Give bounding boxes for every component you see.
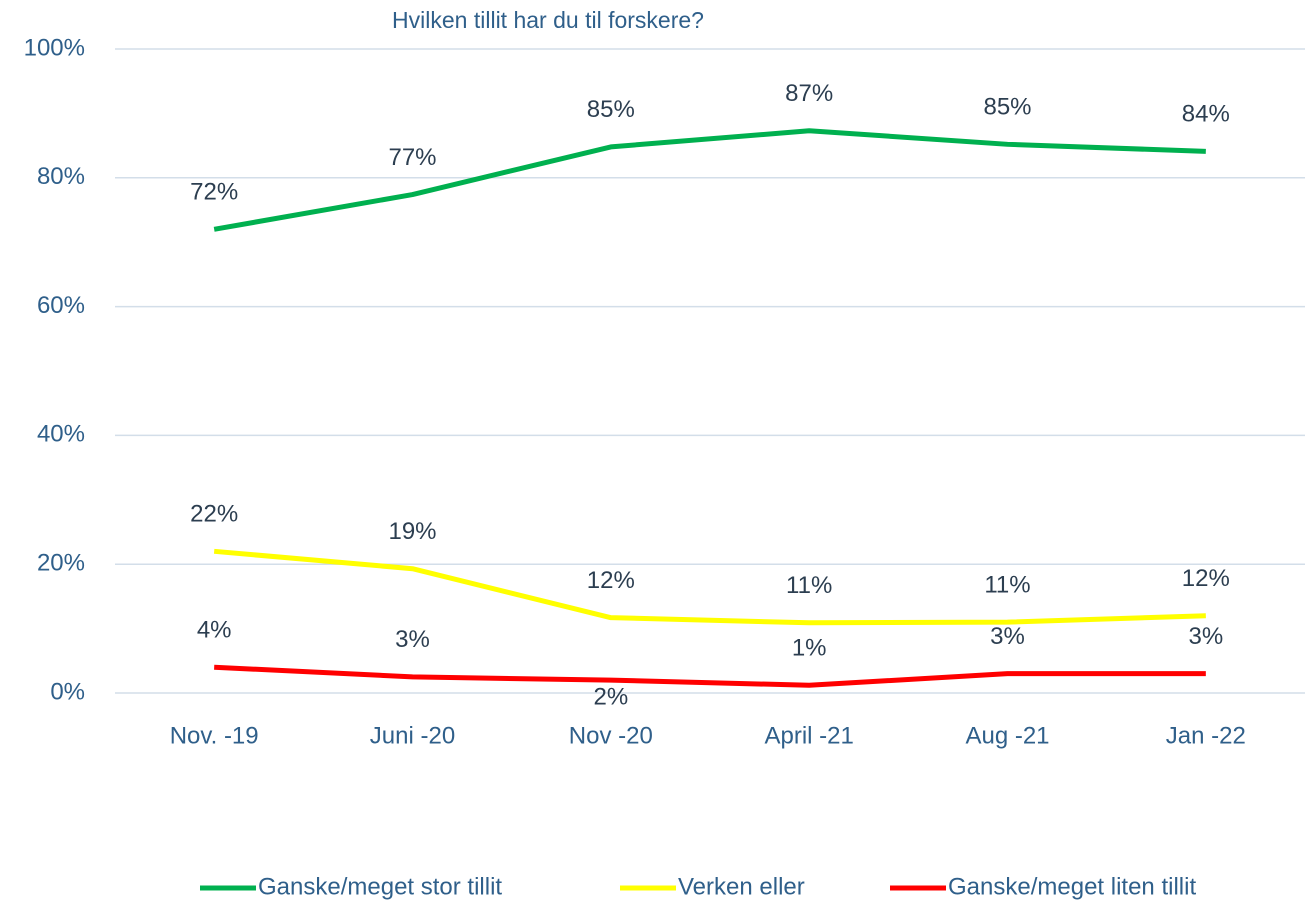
y-tick-label: 80% [37, 163, 85, 190]
data-label: 87% [785, 80, 833, 107]
data-label: 3% [395, 626, 430, 653]
y-tick-label: 0% [50, 678, 85, 705]
x-tick-label: Juni -20 [370, 722, 455, 749]
data-label: 11% [786, 572, 832, 599]
data-label: 85% [983, 94, 1031, 121]
data-label: 3% [990, 623, 1025, 650]
data-label: 4% [197, 617, 232, 644]
data-label: 2% [593, 683, 628, 710]
x-tick-label: Nov. -19 [170, 722, 259, 749]
legend-label: Ganske/meget liten tillit [948, 873, 1196, 900]
x-tick-label: Jan -22 [1166, 722, 1246, 749]
series-line [214, 664, 1206, 688]
x-tick-label: Nov -20 [569, 722, 653, 749]
x-tick-label: Aug -21 [965, 722, 1049, 749]
y-tick-label: 40% [37, 421, 85, 448]
chart-title: Hvilken tillit har du til forskere? [392, 7, 704, 33]
data-label: 12% [587, 567, 635, 594]
legend-label: Verken eller [678, 873, 805, 900]
data-label: 11% [984, 572, 1030, 599]
data-label: 3% [1188, 623, 1223, 650]
y-tick-label: 20% [37, 550, 85, 577]
y-tick-label: 100% [24, 34, 85, 61]
data-label: 84% [1182, 101, 1230, 128]
data-label: 12% [1182, 565, 1230, 592]
data-label: 1% [792, 635, 827, 662]
data-label: 77% [388, 144, 436, 171]
series-line [213, 548, 1206, 626]
data-label: 72% [190, 179, 238, 206]
x-tick-label: April -21 [764, 722, 853, 749]
y-tick-label: 60% [37, 292, 85, 319]
series-line [213, 128, 1206, 232]
legend-label: Ganske/meget stor tillit [258, 873, 502, 900]
data-label: 85% [587, 96, 635, 123]
data-label: 19% [388, 518, 436, 545]
data-label: 22% [190, 501, 238, 528]
